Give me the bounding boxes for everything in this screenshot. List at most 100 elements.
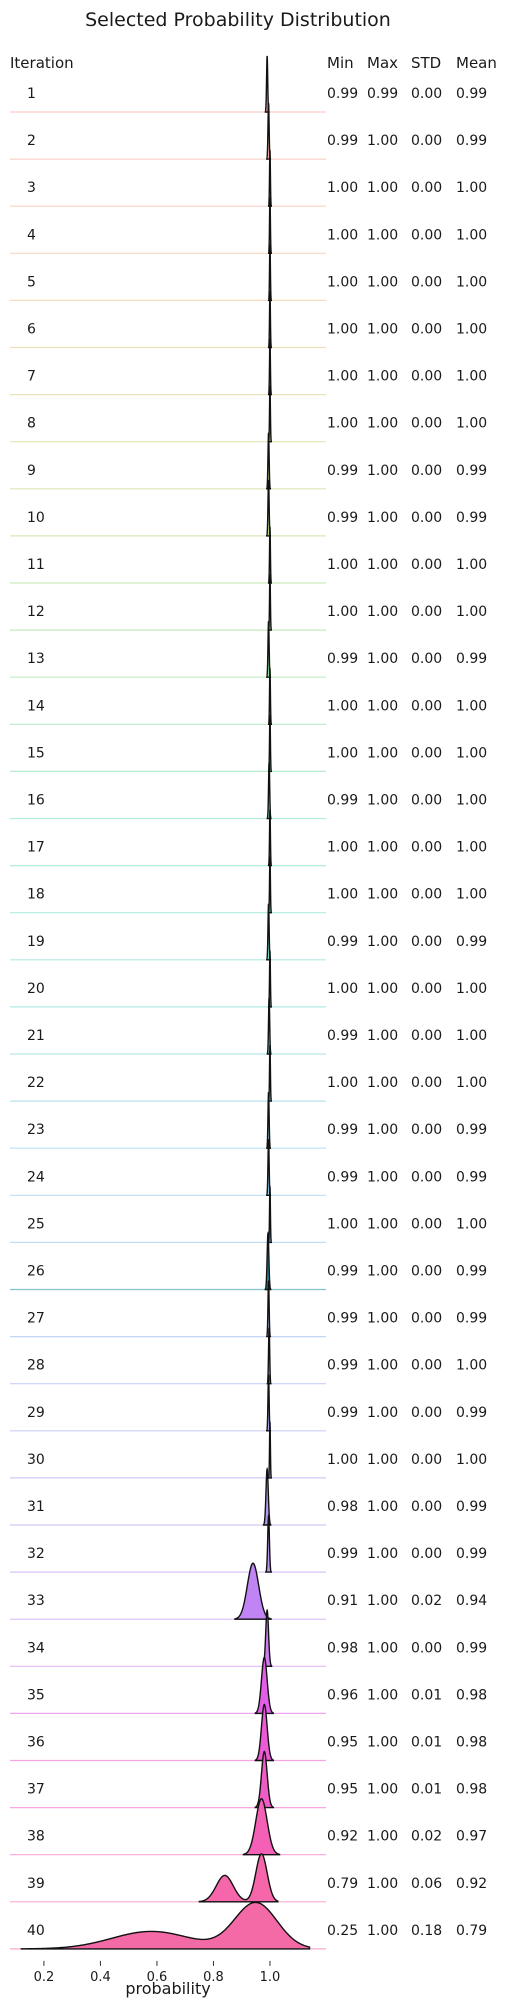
stat-std: 0.01 [411,1782,442,1798]
stat-min: 1.00 [327,1075,358,1091]
stat-mean: 0.98 [456,1782,487,1798]
stat-std: 0.00 [411,1075,442,1091]
stat-mean: 1.00 [456,180,487,196]
stat-std: 0.00 [411,1122,442,1138]
ridge-row-17: 17 1.00 1.00 0.00 1.00 [10,809,487,867]
stat-min: 1.00 [327,981,358,997]
stat-mean: 1.00 [456,1216,487,1232]
ridge-row-35: 35 0.96 1.00 0.01 0.98 [10,1656,487,1715]
stat-mean: 0.99 [456,1169,487,1185]
stat-min: 1.00 [327,1452,358,1468]
stat-mean: 1.00 [456,322,487,338]
iteration-label: 8 [27,416,36,432]
iteration-label: 28 [27,1358,45,1374]
stat-min: 0.99 [327,793,358,809]
stat-min: 0.99 [327,1311,358,1327]
stat-max: 1.00 [367,1923,398,1939]
ridge-density [267,668,273,725]
iteration-label: 9 [27,463,36,479]
stat-mean: 0.99 [456,133,487,149]
iteration-label: 40 [27,1923,45,1939]
stat-std: 0.01 [411,1735,442,1751]
stat-mean: 0.99 [456,934,487,950]
iteration-label: 18 [27,887,45,903]
stat-max: 1.00 [367,981,398,997]
stat-mean: 0.99 [456,1546,487,1562]
x-tick-label: 0.8 [203,1970,224,1985]
stat-max: 1.00 [367,557,398,573]
stat-mean: 0.92 [456,1876,487,1892]
stat-mean: 1.00 [456,1452,487,1468]
stat-max: 1.00 [367,651,398,667]
iteration-label: 29 [27,1405,45,1421]
stat-mean: 0.98 [456,1687,487,1703]
stat-max: 1.00 [367,1640,398,1656]
stat-max: 1.00 [367,1782,398,1798]
stat-header-min: Min [327,54,354,72]
chart-title: Selected Probability Distribution [85,9,391,31]
iteration-label: 19 [27,934,45,950]
stat-min: 0.98 [327,1640,358,1656]
ridge-density [267,338,273,396]
stat-std: 0.02 [411,1593,442,1609]
stat-max: 1.00 [367,793,398,809]
iteration-label: 38 [27,1829,45,1845]
iteration-label: 12 [27,604,45,620]
stat-min: 0.99 [327,1405,358,1421]
stat-max: 1.00 [367,1075,398,1091]
stat-mean: 1.00 [456,1358,487,1374]
ridge-row-29: 29 0.99 1.00 0.00 0.99 [10,1374,487,1432]
iteration-label: 35 [27,1687,45,1703]
stat-header-std: STD [411,54,441,72]
stat-mean: 0.99 [456,651,487,667]
stat-min: 0.99 [327,1358,358,1374]
stat-min: 0.25 [327,1923,358,1939]
ridge-row-31: 31 0.98 1.00 0.00 0.99 [10,1467,487,1526]
stat-mean: 1.00 [456,227,487,243]
ridge-density [264,1231,272,1291]
stat-std: 0.00 [411,1452,442,1468]
ridge-row-11: 11 1.00 1.00 0.00 1.00 [10,526,487,584]
ridge-row-33: 33 0.91 1.00 0.02 0.94 [10,1562,487,1620]
ridge-row-36: 36 0.95 1.00 0.01 0.98 [10,1703,487,1762]
stat-min: 0.95 [327,1782,358,1798]
stat-mean: 1.00 [456,745,487,761]
stat-std: 0.00 [411,133,442,149]
stat-std: 0.00 [411,840,442,856]
ridge-row-22: 22 1.00 1.00 0.00 1.00 [10,1044,487,1102]
stat-std: 0.18 [411,1923,442,1939]
stat-max: 1.00 [367,1264,398,1280]
ridge-density [254,1703,275,1762]
ridge-density [267,1186,273,1244]
stat-mean: 1.00 [456,369,487,385]
stat-mean: 0.99 [456,86,487,102]
stat-min: 1.00 [327,274,358,290]
stat-min: 0.79 [327,1876,358,1892]
ridge-row-30: 30 1.00 1.00 0.00 1.00 [10,1421,487,1479]
stat-mean: 1.00 [456,840,487,856]
stat-max: 1.00 [367,698,398,714]
iteration-label: 6 [27,322,36,338]
stat-max: 1.00 [367,1735,398,1751]
iteration-label: 13 [27,651,45,667]
stat-mean: 1.00 [456,416,487,432]
ridge-density [265,1513,272,1573]
stat-header-max: Max [367,54,398,72]
iteration-label: 20 [27,981,45,997]
stat-max: 1.00 [367,180,398,196]
ridge-density [262,1467,272,1526]
stat-mean: 1.00 [456,698,487,714]
stat-max: 1.00 [367,1311,398,1327]
ridge-row-14: 14 1.00 1.00 0.00 1.00 [10,668,487,725]
iteration-label: 4 [27,227,36,243]
stat-min: 0.99 [327,934,358,950]
ridge-density [267,150,273,207]
iteration-label: 23 [27,1122,45,1138]
stat-min: 1.00 [327,227,358,243]
stat-min: 0.99 [327,1169,358,1185]
stat-min: 1.00 [327,369,358,385]
stat-max: 1.00 [367,510,398,526]
ridge-row-16: 16 0.99 1.00 0.00 1.00 [10,762,487,820]
ridge-row-20: 20 1.00 1.00 0.00 1.00 [10,950,487,1008]
